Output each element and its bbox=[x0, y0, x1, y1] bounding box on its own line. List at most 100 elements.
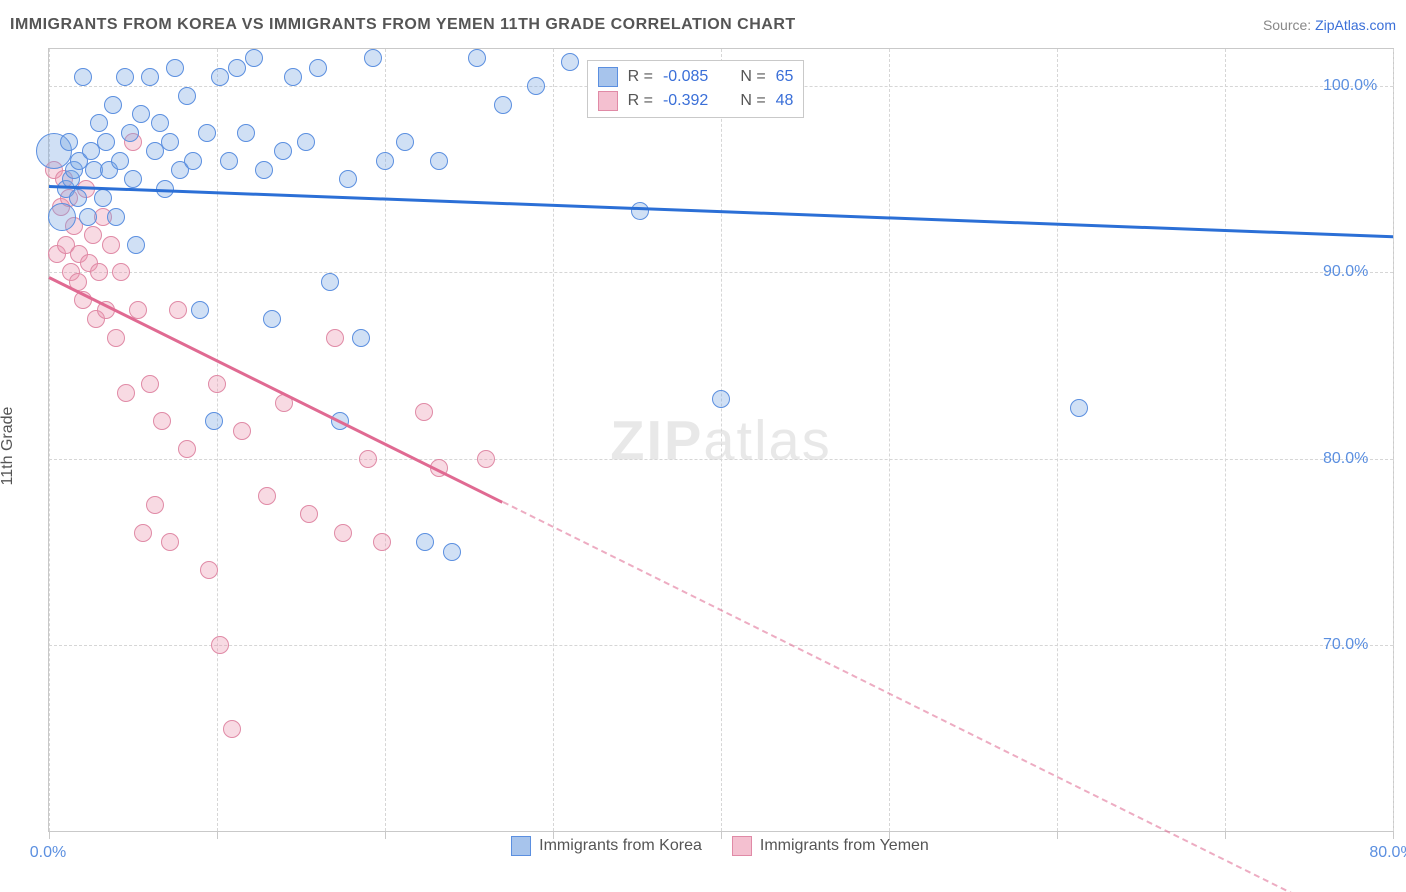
data-point-yemen bbox=[134, 524, 152, 542]
data-point-korea bbox=[211, 68, 229, 86]
gridline-v bbox=[889, 49, 890, 831]
data-point-korea bbox=[184, 152, 202, 170]
data-point-yemen bbox=[233, 422, 251, 440]
data-point-korea bbox=[79, 208, 97, 226]
data-point-korea bbox=[561, 53, 579, 71]
gridline-v bbox=[1057, 49, 1058, 831]
data-point-korea bbox=[198, 124, 216, 142]
plot-area: ZIPatlas 70.0%80.0%90.0%100.0%R = -0.085… bbox=[48, 48, 1394, 832]
data-point-yemen bbox=[153, 412, 171, 430]
stat-n-label: N = bbox=[740, 68, 765, 86]
data-point-korea bbox=[468, 49, 486, 67]
stat-r-label: R = bbox=[628, 68, 653, 86]
data-point-yemen bbox=[200, 561, 218, 579]
data-point-korea bbox=[1070, 399, 1088, 417]
data-point-korea bbox=[166, 59, 184, 77]
data-point-korea bbox=[90, 114, 108, 132]
data-point-korea bbox=[151, 114, 169, 132]
legend-label-korea: Immigrants from Korea bbox=[539, 837, 702, 855]
data-point-yemen bbox=[326, 329, 344, 347]
data-point-yemen bbox=[300, 505, 318, 523]
data-point-korea bbox=[527, 77, 545, 95]
data-point-korea bbox=[631, 202, 649, 220]
data-point-yemen bbox=[211, 636, 229, 654]
data-point-yemen bbox=[373, 533, 391, 551]
stat-n-value-yemen: 48 bbox=[776, 92, 794, 110]
stats-row-yemen: R = -0.392N = 48 bbox=[598, 89, 794, 113]
data-point-korea bbox=[712, 390, 730, 408]
data-point-korea bbox=[161, 133, 179, 151]
data-point-korea bbox=[430, 152, 448, 170]
swatch-yemen bbox=[598, 91, 618, 111]
stat-n-label: N = bbox=[740, 92, 765, 110]
data-point-yemen bbox=[117, 384, 135, 402]
data-point-korea bbox=[60, 133, 78, 151]
data-point-korea bbox=[48, 203, 76, 231]
data-point-yemen bbox=[208, 375, 226, 393]
data-point-yemen bbox=[334, 524, 352, 542]
data-point-korea bbox=[339, 170, 357, 188]
watermark-bold: ZIP bbox=[610, 409, 703, 472]
data-point-yemen bbox=[141, 375, 159, 393]
stat-r-value-yemen: -0.392 bbox=[663, 92, 708, 110]
x-tick-mark bbox=[1393, 831, 1394, 839]
swatch-korea bbox=[598, 67, 618, 87]
legend-label-yemen: Immigrants from Yemen bbox=[760, 837, 929, 855]
source-label: Source: ZipAtlas.com bbox=[1263, 17, 1396, 33]
data-point-korea bbox=[364, 49, 382, 67]
stat-n-value-korea: 65 bbox=[776, 68, 794, 86]
trend-line-yemen bbox=[502, 501, 1393, 892]
y-tick-label: 90.0% bbox=[1323, 263, 1368, 281]
data-point-korea bbox=[237, 124, 255, 142]
swatch-korea bbox=[511, 836, 531, 856]
data-point-korea bbox=[416, 533, 434, 551]
data-point-korea bbox=[124, 170, 142, 188]
y-tick-label: 80.0% bbox=[1323, 450, 1368, 468]
gridline-v bbox=[721, 49, 722, 831]
data-point-korea bbox=[127, 236, 145, 254]
data-point-korea bbox=[121, 124, 139, 142]
data-point-yemen bbox=[107, 329, 125, 347]
data-point-korea bbox=[284, 68, 302, 86]
data-point-yemen bbox=[112, 263, 130, 281]
source-link[interactable]: ZipAtlas.com bbox=[1315, 17, 1396, 33]
gridline-v bbox=[1393, 49, 1394, 831]
data-point-yemen bbox=[102, 236, 120, 254]
source-prefix: Source: bbox=[1263, 17, 1315, 33]
data-point-korea bbox=[94, 189, 112, 207]
data-point-yemen bbox=[359, 450, 377, 468]
y-axis-label: 11th Grade bbox=[0, 407, 17, 486]
data-point-korea bbox=[220, 152, 238, 170]
data-point-korea bbox=[443, 543, 461, 561]
data-point-korea bbox=[297, 133, 315, 151]
gridline-v bbox=[553, 49, 554, 831]
data-point-korea bbox=[376, 152, 394, 170]
y-tick-label: 100.0% bbox=[1323, 77, 1377, 95]
chart-title: IMMIGRANTS FROM KOREA VS IMMIGRANTS FROM… bbox=[10, 16, 796, 34]
data-point-korea bbox=[321, 273, 339, 291]
data-point-korea bbox=[396, 133, 414, 151]
data-point-korea bbox=[104, 96, 122, 114]
swatch-yemen bbox=[732, 836, 752, 856]
data-point-korea bbox=[191, 301, 209, 319]
data-point-korea bbox=[245, 49, 263, 67]
data-point-korea bbox=[69, 189, 87, 207]
data-point-korea bbox=[116, 68, 134, 86]
bottom-legend: Immigrants from Korea Immigrants from Ye… bbox=[48, 836, 1392, 856]
data-point-korea bbox=[255, 161, 273, 179]
data-point-korea bbox=[111, 152, 129, 170]
data-point-korea bbox=[228, 59, 246, 77]
data-point-korea bbox=[132, 105, 150, 123]
data-point-yemen bbox=[477, 450, 495, 468]
data-point-korea bbox=[309, 59, 327, 77]
data-point-korea bbox=[97, 133, 115, 151]
stats-legend: R = -0.085N = 65R = -0.392N = 48 bbox=[587, 60, 805, 118]
stat-r-value-korea: -0.085 bbox=[663, 68, 708, 86]
data-point-korea bbox=[352, 329, 370, 347]
data-point-yemen bbox=[178, 440, 196, 458]
data-point-korea bbox=[107, 208, 125, 226]
data-point-korea bbox=[141, 68, 159, 86]
data-point-yemen bbox=[84, 226, 102, 244]
x-tick-label: 0.0% bbox=[30, 844, 66, 862]
data-point-korea bbox=[74, 68, 92, 86]
